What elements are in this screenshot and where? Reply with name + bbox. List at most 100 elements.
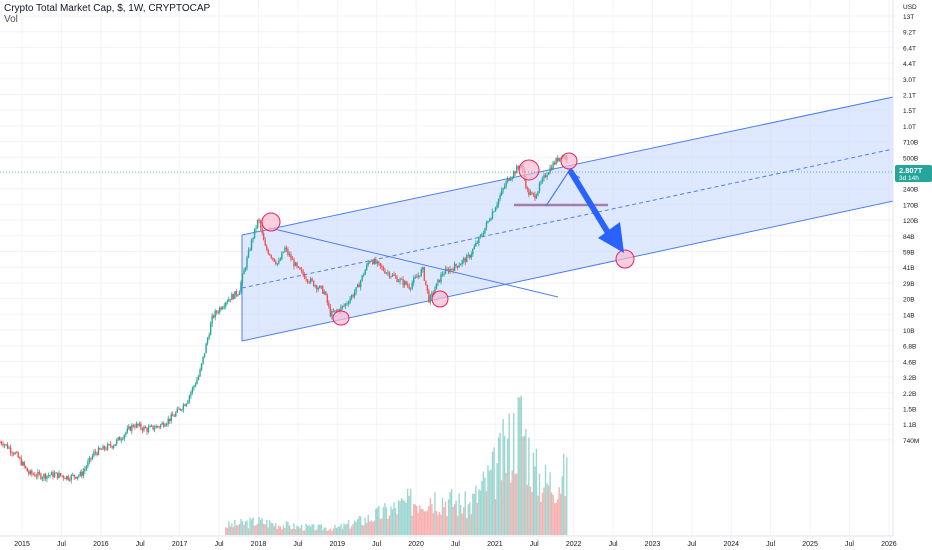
candle-body xyxy=(9,447,12,453)
candle-body xyxy=(91,455,94,459)
volume-bar xyxy=(358,516,360,535)
time-tick-label: Jul xyxy=(136,541,145,548)
candle-body xyxy=(393,274,395,276)
candle-body xyxy=(5,444,7,446)
candle-body xyxy=(481,235,483,237)
candle-body xyxy=(446,268,448,270)
volume-bar xyxy=(503,435,506,535)
volume-bar xyxy=(553,503,556,535)
candle-body xyxy=(0,442,3,444)
candle-body xyxy=(53,473,56,478)
volume-bar xyxy=(252,517,254,535)
candle-body xyxy=(349,298,351,303)
price-tick-label: 1.1B xyxy=(903,422,916,429)
candle-body xyxy=(338,309,341,312)
volume-bar xyxy=(387,518,389,535)
price-tick-label: 3.2B xyxy=(903,375,916,382)
volume-bar xyxy=(473,493,476,535)
time-tick-label: 2016 xyxy=(93,541,109,548)
price-tick-label: 4.6B xyxy=(903,359,916,366)
candle-body xyxy=(316,285,318,290)
candle-body xyxy=(266,245,268,250)
volume-bar xyxy=(446,516,448,535)
candle-body xyxy=(40,473,42,479)
drawings[interactable] xyxy=(241,95,899,342)
candle-body xyxy=(193,385,195,388)
channel-lower-line[interactable] xyxy=(241,199,899,342)
volume-bar xyxy=(517,397,519,535)
candle-body xyxy=(496,204,498,208)
volume-bar xyxy=(256,523,259,535)
volume-bar xyxy=(340,524,342,535)
volume-bar xyxy=(552,494,554,535)
candle-body xyxy=(141,428,144,431)
volume-bar xyxy=(379,518,382,535)
volume-bar xyxy=(511,470,513,535)
candle-body xyxy=(178,408,180,410)
forecast-arrow-shaft[interactable] xyxy=(568,169,613,239)
candle-body xyxy=(143,426,145,431)
candle-body xyxy=(440,274,442,282)
volume-bar xyxy=(458,493,460,535)
candle-body xyxy=(538,183,541,192)
highlight-circle-2021-nov[interactable] xyxy=(560,152,578,170)
volume-bar xyxy=(302,530,304,535)
candle-body xyxy=(467,255,469,256)
volume-bar xyxy=(317,524,319,535)
volume-bar xyxy=(558,487,560,535)
volume-bar xyxy=(417,513,419,535)
candle-body xyxy=(93,451,95,456)
volume-bar xyxy=(335,528,338,535)
candle-body xyxy=(452,269,454,271)
candle-body xyxy=(396,276,398,282)
volume-bar xyxy=(405,502,407,535)
candle-body xyxy=(320,285,322,287)
regression-channel[interactable] xyxy=(242,96,898,341)
volume-bar xyxy=(381,518,383,535)
volume-bar xyxy=(390,506,392,535)
price-tick-label: 13T xyxy=(903,14,914,21)
candle-body xyxy=(241,274,244,283)
candle-body xyxy=(397,281,400,283)
candle-body xyxy=(73,474,75,477)
time-tick-label: 2022 xyxy=(566,541,582,548)
candle-body xyxy=(150,425,153,427)
highlight-circle-2019-low[interactable] xyxy=(332,310,350,326)
candle-body xyxy=(35,476,38,478)
highlight-circle-2021-may[interactable] xyxy=(518,159,540,181)
candle-body xyxy=(173,416,175,417)
candle-body xyxy=(152,425,154,430)
volume-bar xyxy=(346,523,348,535)
candle-body xyxy=(531,192,533,194)
candle-body xyxy=(435,283,438,290)
price-tick-label: 9.2T xyxy=(903,30,916,37)
price-tick-label: 120B xyxy=(903,218,918,225)
candle-body xyxy=(138,423,141,426)
descending-trendline[interactable] xyxy=(269,227,559,298)
price-axis[interactable]: 13T 9.2T 6.4T 4.4T 3.0T 2.1T 1.5T 1.0T 710B 500B 3… xyxy=(892,0,932,540)
candle-body xyxy=(70,474,72,481)
candle-body xyxy=(281,252,283,260)
candle-body xyxy=(258,219,260,221)
volume-bar xyxy=(232,527,235,535)
forecast-arrow-head[interactable] xyxy=(598,222,624,253)
candle-body xyxy=(420,269,422,277)
time-tick-label: 2021 xyxy=(487,541,503,548)
volume-bar xyxy=(334,525,336,535)
candle-body xyxy=(479,235,482,237)
candle-body xyxy=(106,444,109,450)
candle-body xyxy=(499,195,501,199)
highlight-circle-2020-low[interactable] xyxy=(431,290,449,308)
volume-bar xyxy=(332,528,335,535)
last-price-label: 2.807T 3d 14h xyxy=(895,165,932,182)
time-axis[interactable]: 2015 Jul 2016 Jul 2017 Jul 2018 Jul 2019 Jul 2020 J… xyxy=(0,535,932,550)
candle-body xyxy=(29,470,32,474)
time-tick-label: Jul xyxy=(530,541,539,548)
annotations[interactable] xyxy=(261,152,635,326)
highlight-circle-2018-top[interactable] xyxy=(261,212,281,232)
highlight-circle-target[interactable] xyxy=(615,249,635,269)
volume-bar xyxy=(337,526,339,535)
candle-body xyxy=(384,270,386,274)
volume-bar xyxy=(467,504,469,535)
